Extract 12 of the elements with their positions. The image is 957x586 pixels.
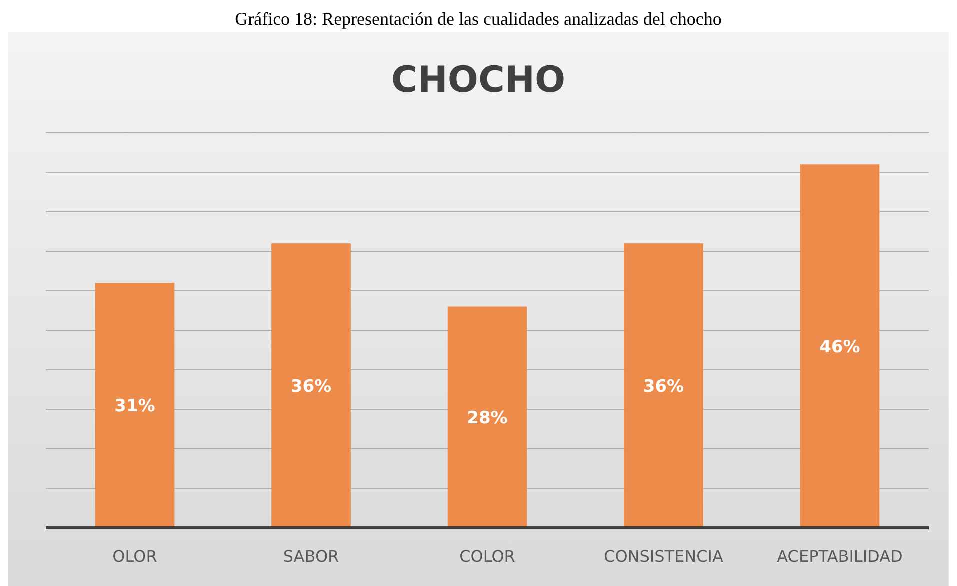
chart-subtitle: Gráfico 18: Representación de las cualidades analizadas del chocho	[235, 9, 722, 29]
data-label: 36%	[290, 376, 332, 397]
data-label: 28%	[467, 408, 508, 428]
data-label: 36%	[643, 376, 684, 397]
x-tick-label: ACEPTABILIDAD	[777, 547, 903, 566]
data-label: 46%	[820, 337, 860, 358]
x-tick-label: OLOR	[112, 547, 158, 566]
x-tick-label: COLOR	[460, 547, 516, 566]
x-tick-label: SABOR	[283, 547, 340, 566]
x-tick-label: CONSISTENCIA	[604, 547, 724, 566]
data-label: 31%	[114, 396, 156, 417]
chart-title: CHOCHO	[391, 60, 566, 101]
